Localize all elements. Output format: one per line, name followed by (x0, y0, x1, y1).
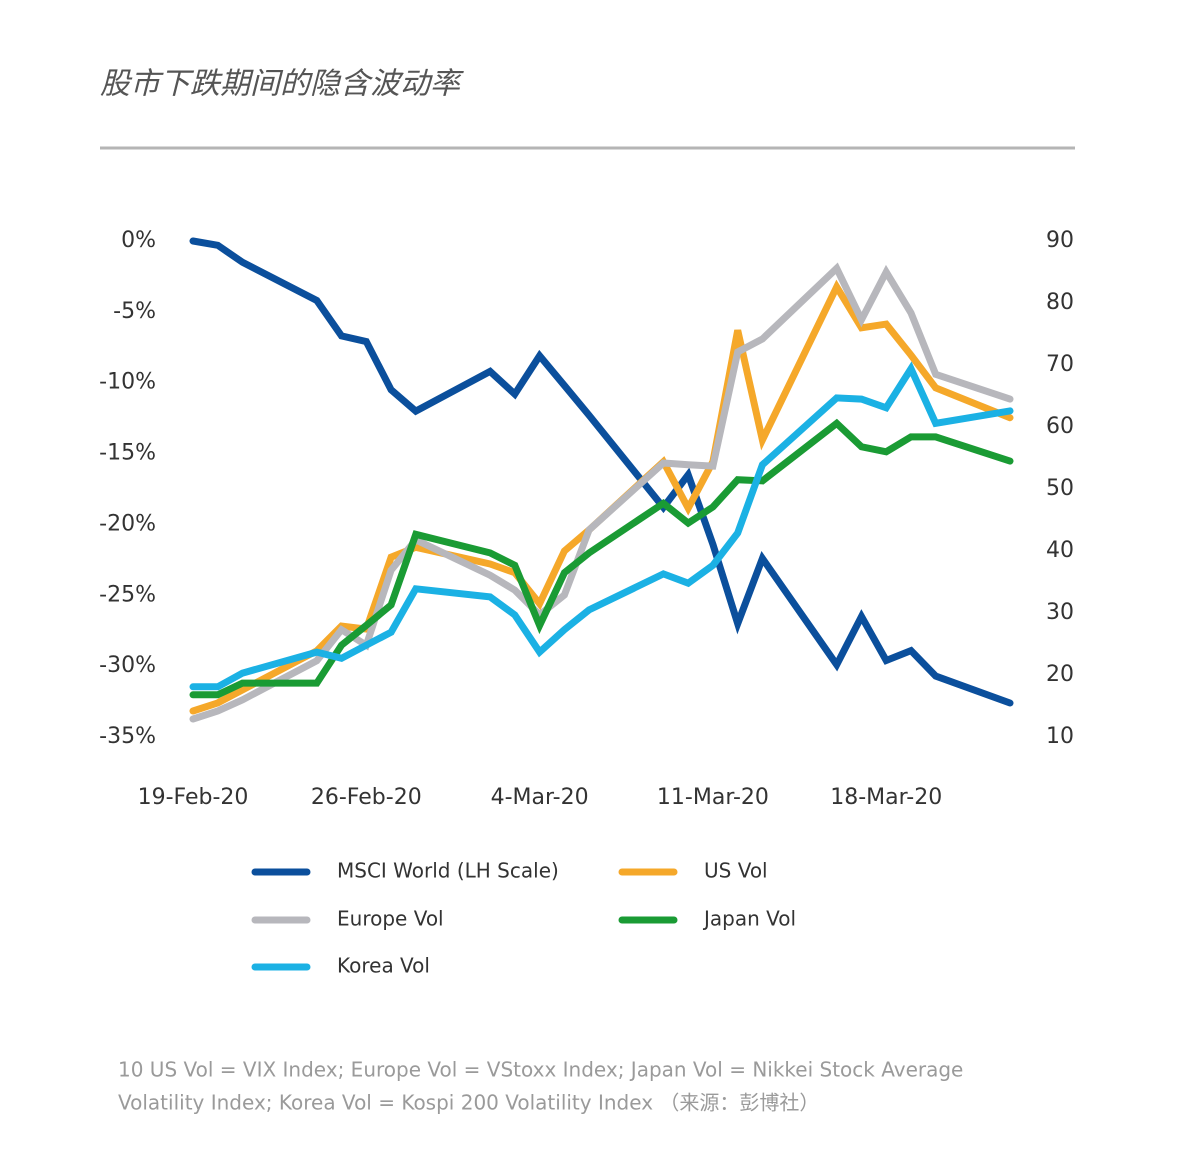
legend-label: MSCI World (LH Scale) (337, 859, 559, 883)
y2-tick-label: 90 (1046, 228, 1074, 253)
legend-label: Korea Vol (337, 954, 430, 978)
x-tick-label: 4-Mar-20 (491, 785, 589, 810)
series-line (189, 418, 1014, 699)
series-line (189, 279, 1014, 715)
y2-tick-label: 10 (1046, 724, 1074, 749)
y2-tick-label: 70 (1046, 352, 1074, 377)
y2-tick-label: 60 (1046, 414, 1074, 439)
legend-label: Japan Vol (702, 907, 796, 931)
y-tick-label: -15% (99, 441, 156, 466)
y-tick-label: -5% (113, 299, 156, 324)
y2-tick-label: 80 (1046, 290, 1074, 315)
x-tick-label: 19-Feb-20 (138, 785, 249, 810)
y-tick-label: -25% (99, 582, 156, 607)
y-tick-label: -20% (99, 511, 156, 536)
series-line (189, 361, 1014, 691)
legend-label: Europe Vol (337, 907, 444, 931)
footnote: 10 US Vol = VIX Index; Europe Vol = VSto… (118, 1058, 963, 1082)
x-tick-label: 18-Mar-20 (830, 785, 942, 810)
y2-tick-label: 50 (1046, 476, 1074, 501)
chart-title: 股市下跌期间的隐含波动率 (100, 67, 464, 102)
y2-tick-label: 40 (1046, 538, 1074, 563)
x-tick-label: 26-Feb-20 (311, 785, 422, 810)
legend-label: US Vol (704, 859, 768, 883)
series-line (189, 237, 1014, 707)
y-tick-label: 0% (121, 228, 156, 253)
y-tick-label: -35% (99, 724, 156, 749)
y-tick-label: -10% (99, 370, 156, 395)
x-tick-label: 11-Mar-20 (657, 785, 769, 810)
footnote: Volatility Index; Korea Vol = Kospi 200 … (118, 1091, 819, 1115)
y2-tick-label: 20 (1046, 662, 1074, 687)
y-tick-label: -30% (99, 653, 156, 678)
y2-tick-label: 30 (1046, 600, 1074, 625)
